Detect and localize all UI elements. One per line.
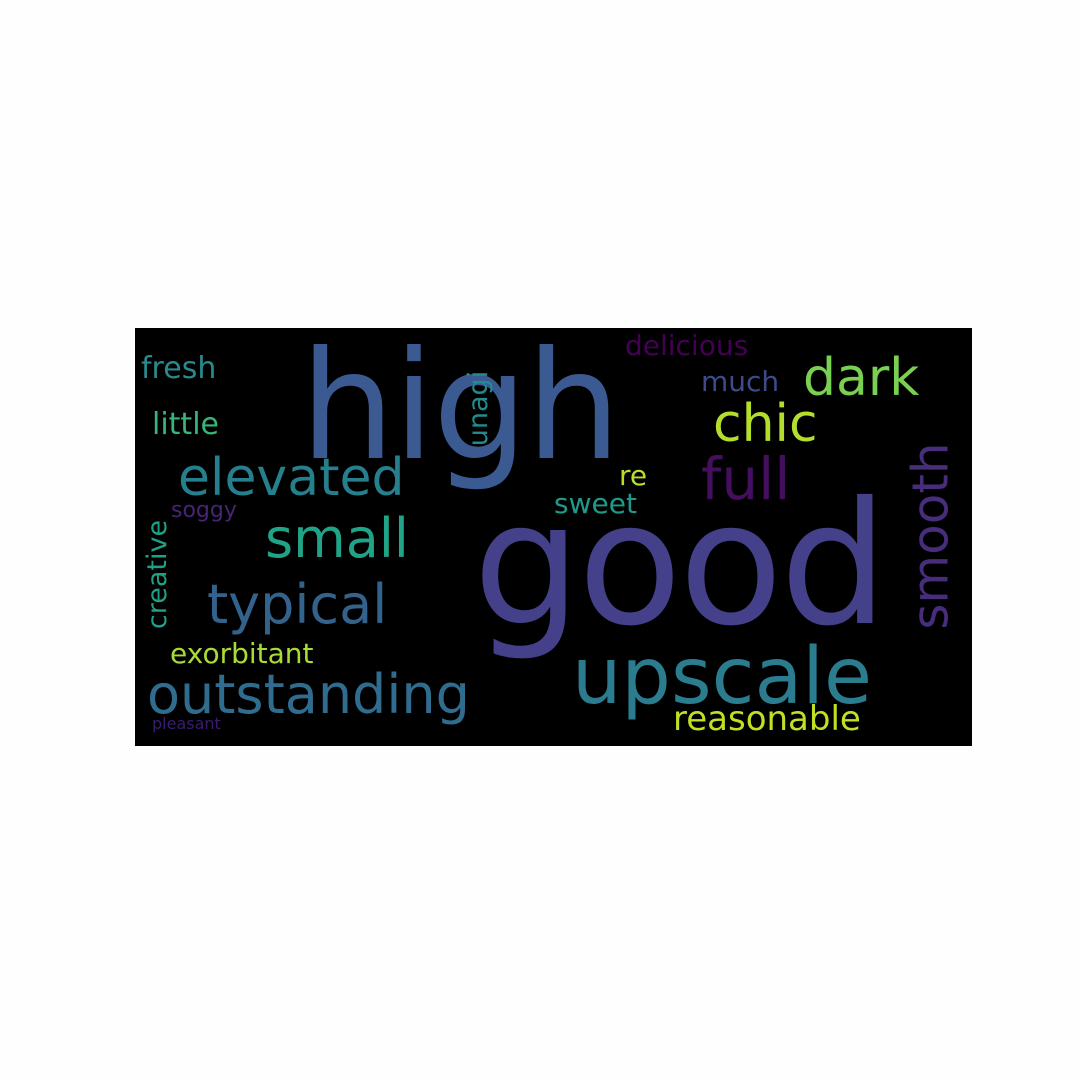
word-outstanding: outstanding xyxy=(147,663,470,726)
word-typical: typical xyxy=(207,573,388,636)
word-small: small xyxy=(265,507,409,570)
word-pleasant: pleasant xyxy=(152,714,221,733)
word-reasonable: reasonable xyxy=(673,699,861,739)
word-full: full xyxy=(701,445,791,513)
word-re: re xyxy=(619,459,648,492)
word-upscale: upscale xyxy=(572,632,872,722)
word-fresh: fresh xyxy=(141,351,217,386)
word-exorbitant: exorbitant xyxy=(170,637,314,670)
word-good: good xyxy=(473,466,888,664)
word-soggy: soggy xyxy=(171,498,237,523)
word-dark: dark xyxy=(803,348,920,408)
word-sweet: sweet xyxy=(554,487,637,520)
word-elevated: elevated xyxy=(178,448,405,508)
word-creative: creative xyxy=(141,519,173,629)
word-unagi: unagi xyxy=(462,370,494,446)
word-chic: chic xyxy=(713,394,818,454)
word-little: little xyxy=(152,407,219,442)
word-smooth: smooth xyxy=(901,442,960,630)
word-cloud: high good upscale outstanding elevated t… xyxy=(135,328,972,746)
word-much: much xyxy=(701,365,780,398)
word-high: high xyxy=(300,328,621,494)
word-delicious: delicious xyxy=(625,329,749,362)
